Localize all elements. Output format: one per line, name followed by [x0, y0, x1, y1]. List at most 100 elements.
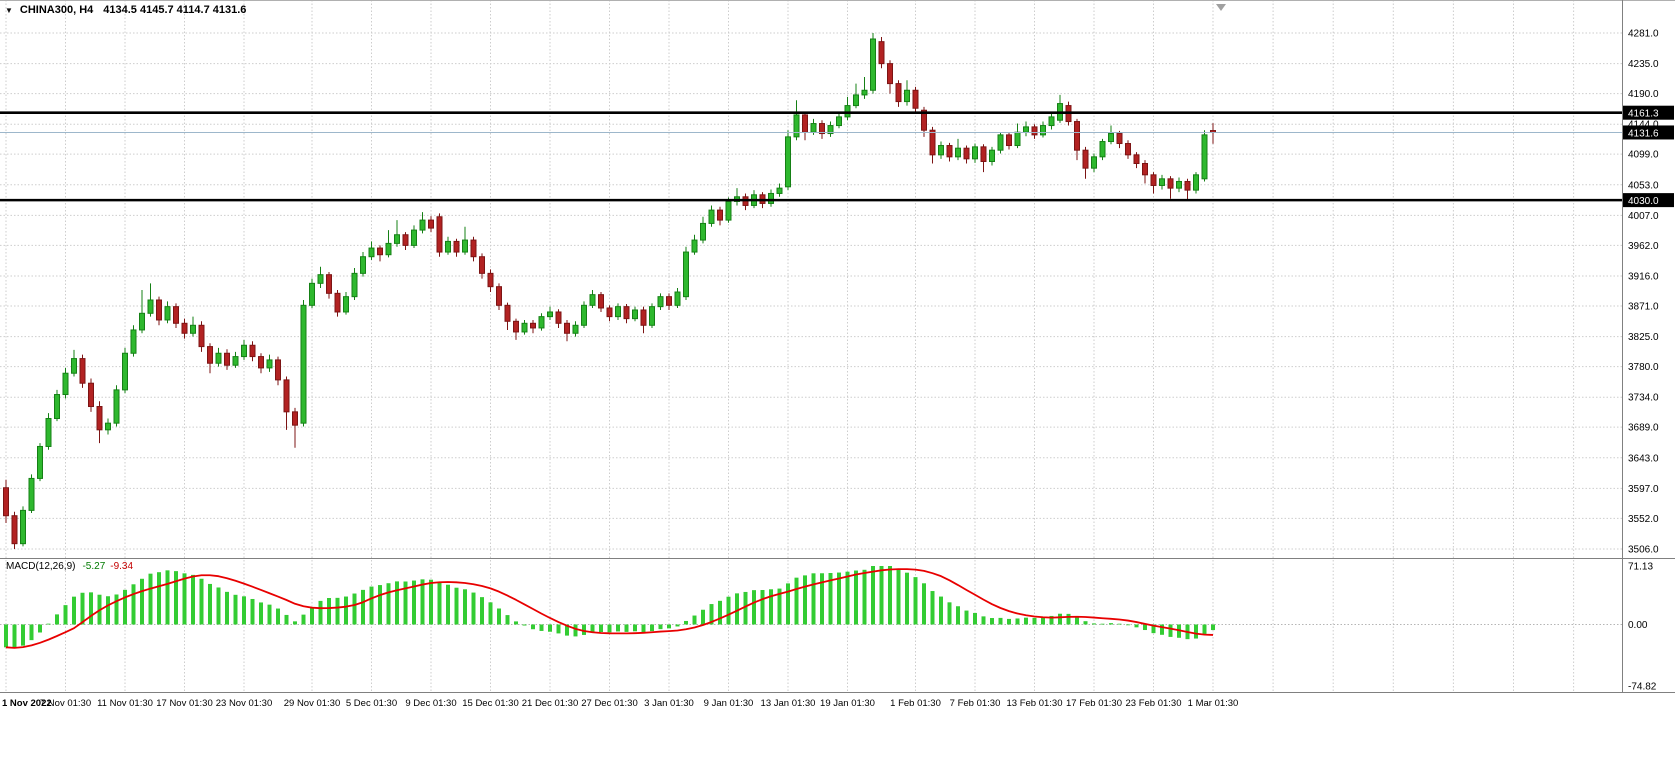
candle-body-up — [547, 311, 553, 318]
chart-header: ▼ CHINA300, H4 4134.5 4145.7 4114.7 4131… — [5, 4, 246, 16]
candle-body-up — [1108, 133, 1114, 143]
macd-tick-label: 71.13 — [1628, 562, 1653, 573]
candle-body-down — [249, 344, 256, 358]
price-tick-label: 3962.0 — [1628, 241, 1659, 252]
candle-body-up — [1091, 156, 1097, 169]
candle-body-up — [462, 239, 468, 253]
candle-body-up — [20, 509, 26, 545]
candle-body-up — [708, 209, 715, 224]
candle-body-up — [54, 394, 60, 420]
candle-body-down — [96, 406, 103, 431]
price-tick-label: 3916.0 — [1628, 272, 1659, 283]
candle-body-up — [1023, 126, 1029, 133]
candle-body-up — [853, 94, 859, 107]
candle-body-up — [972, 146, 978, 160]
candle-body-up — [411, 229, 417, 246]
candle-body-up — [725, 200, 732, 221]
candle-body-down — [496, 286, 502, 306]
candle-body-up — [1176, 180, 1182, 189]
macd-indicator-label: MACD(12,26,9) -5.27 -9.34 — [6, 561, 133, 572]
candle-body-up — [632, 309, 638, 320]
candle-body-up — [861, 89, 868, 96]
candle-body-down — [963, 147, 970, 160]
candle-body-down — [887, 63, 893, 85]
candle-body-up — [232, 356, 239, 366]
candle-body-down — [606, 307, 613, 318]
price-tick-label: 3780.0 — [1628, 362, 1659, 373]
macd-name: MACD(12,26,9) — [6, 561, 76, 572]
time-axis-label: 23 Feb 01:30 — [1126, 698, 1182, 709]
candle-body-down — [1116, 133, 1123, 145]
candle-body-down — [428, 219, 434, 229]
candle-body-down — [1184, 180, 1191, 191]
candle-body-up — [938, 145, 944, 156]
candle-body-down — [470, 239, 477, 258]
candle-body-down — [173, 306, 179, 324]
candle-body-down — [980, 146, 987, 163]
candle-body-down — [921, 109, 927, 131]
price-tick-label: 4144.0 — [1628, 120, 1659, 131]
price-tick-label: 3689.0 — [1628, 423, 1659, 434]
candle-body-down — [11, 515, 18, 545]
candle-body-down — [326, 274, 332, 294]
time-axis-label: 21 Dec 01:30 — [522, 698, 579, 709]
time-axis-label: 1 Nov 2022 — [2, 698, 52, 709]
candle-body-up — [241, 344, 247, 358]
time-axis-label: 9 Dec 01:30 — [405, 698, 456, 709]
candle-body-up — [768, 192, 774, 204]
candle-body-up — [113, 389, 120, 424]
candle-body-up — [300, 304, 307, 424]
time-axis-label: 13 Jan 01:30 — [761, 698, 816, 709]
candle-body-up — [1201, 134, 1208, 180]
candle-body-up — [785, 136, 791, 188]
candle-body-up — [45, 418, 52, 447]
candle-body-down — [436, 216, 443, 253]
candle-body-up — [793, 114, 800, 138]
time-axis-label: 13 Feb 01:30 — [1007, 698, 1063, 709]
candle-body-down — [3, 487, 9, 517]
time-axis-label: 23 Nov 01:30 — [216, 698, 273, 709]
time-axis-label: 1 Feb 01:30 — [890, 698, 941, 709]
price-tick-label: 3597.0 — [1628, 484, 1659, 495]
candle-body-down — [504, 304, 511, 322]
candle-body-down — [946, 145, 953, 158]
time-axis-label: 11 Nov 01:30 — [97, 698, 153, 709]
time-axis-label: 5 Dec 01:30 — [346, 698, 397, 709]
candle-body-down — [1150, 174, 1157, 186]
candle-body-down — [487, 272, 494, 288]
candle-body-up — [1193, 174, 1199, 191]
macd-main-value: -5.27 — [82, 561, 106, 572]
candle-body-up — [105, 422, 111, 431]
candle-body-down — [292, 411, 298, 426]
macd-tick-label: -74.82 — [1628, 682, 1657, 693]
candle-body-up — [870, 38, 876, 91]
price-tick-label: 3643.0 — [1628, 453, 1659, 464]
price-tick-label: 3734.0 — [1628, 393, 1659, 404]
price-tick-label: 3871.0 — [1628, 301, 1659, 312]
price-tick-label: 4190.0 — [1628, 89, 1659, 100]
symbol-dropdown-icon[interactable]: ▼ — [5, 5, 13, 15]
candle-body-down — [1133, 154, 1140, 164]
candle-body-down — [878, 41, 885, 65]
bid-price-label — [1623, 125, 1674, 140]
candle-body-down — [377, 247, 383, 256]
candle-body-up — [827, 125, 834, 135]
time-axis-label: 17 Feb 01:30 — [1066, 698, 1122, 709]
candle-body-up — [538, 316, 545, 329]
candle-body-up — [139, 312, 145, 331]
price-tick-label: 4007.0 — [1628, 211, 1659, 222]
macd-signal-line — [5, 568, 1214, 649]
candle-body-up — [776, 187, 783, 194]
candle-body-down — [258, 356, 264, 369]
candle-body-up — [989, 149, 995, 163]
candle-body-down — [929, 129, 936, 156]
time-axis-label: 7 Nov 01:30 — [40, 698, 91, 709]
candle-body-up — [122, 352, 128, 391]
candle-body-down — [564, 322, 570, 334]
candle-body-down — [666, 296, 672, 306]
level-price-label — [1623, 193, 1674, 208]
candle-body-up — [309, 282, 315, 306]
bid-price-label-text: 4131.6 — [1628, 128, 1659, 139]
time-axis-label: 19 Jan 01:30 — [820, 698, 875, 709]
